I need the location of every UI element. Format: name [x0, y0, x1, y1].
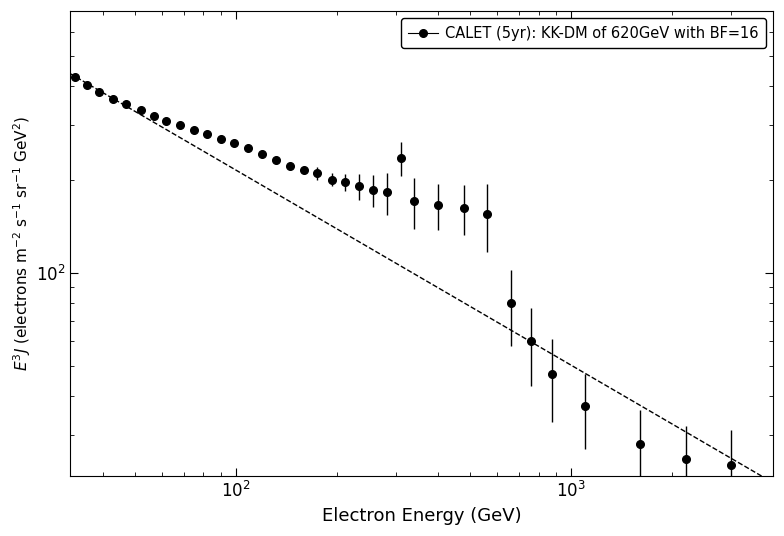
X-axis label: Electron Energy (GeV): Electron Energy (GeV) — [321, 507, 521, 525]
Legend: CALET (5yr): KK-DM of 620GeV with BF=16: CALET (5yr): KK-DM of 620GeV with BF=16 — [401, 18, 766, 48]
Y-axis label: $E^3J$ (electrons m$^{-2}$ s$^{-1}$ sr$^{-1}$ GeV$^{2}$): $E^3J$ (electrons m$^{-2}$ s$^{-1}$ sr$^… — [11, 116, 33, 371]
